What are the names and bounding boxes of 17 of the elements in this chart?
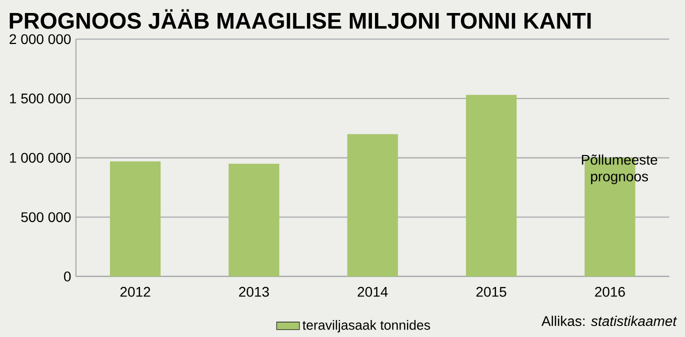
y-tick-label: 2 000 000	[10, 34, 71, 44]
bar	[228, 164, 280, 276]
bar	[347, 134, 398, 276]
y-tick-label: 1 000 000	[10, 152, 71, 163]
y-tick-label: 500 000	[21, 212, 71, 222]
y-tick-label: 1 500 000	[10, 94, 71, 104]
x-tick-label: 2013	[239, 286, 269, 297]
legend-label: teraviljasaak tonnides	[302, 320, 430, 332]
chart-title: PROGNOOS JÄÄB MAAGILISE MILJONI TONNI KANTI	[10, 9, 591, 29]
x-tick-label: 2012	[120, 286, 150, 297]
x-tick-label: 2015	[476, 286, 506, 297]
x-tick-label: 2016	[595, 286, 625, 297]
text: Allikas: statistikaamet	[541, 316, 678, 326]
x-tick-label: 2014	[358, 286, 388, 297]
y-tick-label: 0	[64, 272, 71, 282]
bar	[466, 94, 517, 276]
bar	[110, 161, 161, 276]
